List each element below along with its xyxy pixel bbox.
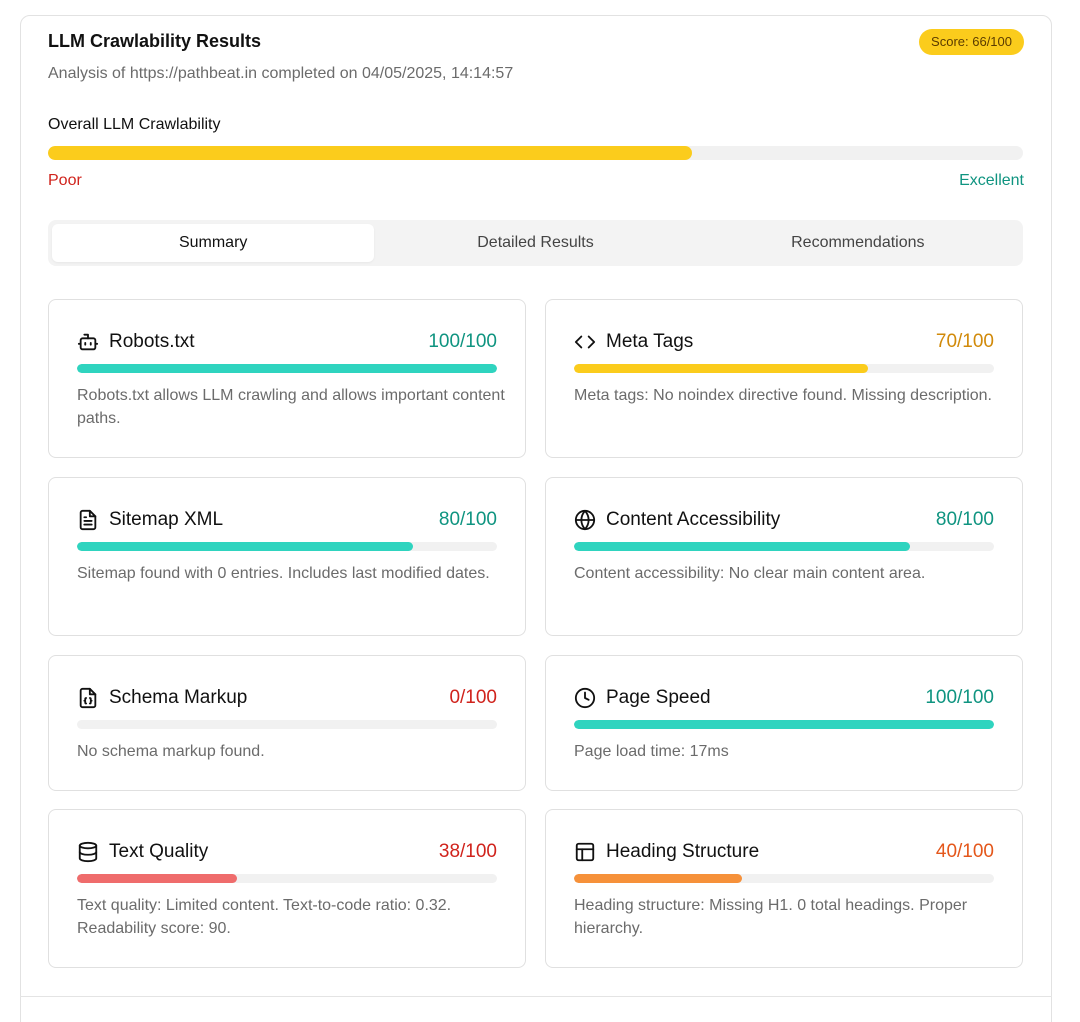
card-progress-track (574, 542, 994, 551)
card-title: Robots.txt (109, 331, 195, 352)
file-text-icon (77, 509, 99, 531)
card-content-accessibility: Content Accessibility 80/100 Content acc… (545, 477, 1023, 636)
card-progress-track (77, 364, 497, 373)
code-icon (574, 331, 596, 353)
card-text-quality: Text Quality 38/100 Text quality: Limite… (48, 809, 526, 968)
card-progress-fill (574, 720, 994, 729)
card-progress-fill (77, 542, 413, 551)
card-progress-fill (574, 874, 742, 883)
card-description: Text quality: Limited content. Text-to-c… (77, 897, 452, 937)
card-robots-txt: Robots.txt 100/100 Robots.txt allows LLM… (48, 299, 526, 458)
tab-detailed-results[interactable]: Detailed Results (477, 234, 594, 251)
card-score: 100/100 (925, 687, 994, 708)
card-progress-fill (574, 364, 868, 373)
card-progress-track (77, 874, 497, 883)
card-description: Heading structure: Missing H1. 0 total h… (574, 897, 968, 937)
card-title: Heading Structure (606, 841, 760, 862)
card-schema-markup: Schema Markup 0/100 No schema markup fou… (48, 655, 526, 791)
tab-summary[interactable]: Summary (52, 224, 375, 262)
score-badge: Score: 66/100 (919, 29, 1024, 55)
poor-label: Poor (48, 172, 82, 189)
card-progress-track (77, 542, 497, 551)
card-score: 38/100 (438, 841, 497, 862)
card-score: 0/100 (449, 687, 497, 708)
excellent-label: Excellent (959, 172, 1024, 189)
card-description: Meta tags: No noindex directive found. M… (574, 387, 992, 404)
card-description: Sitemap found with 0 entries. Includes l… (77, 565, 490, 582)
file-json-icon (77, 687, 99, 709)
card-score: 70/100 (935, 331, 994, 352)
card-score: 40/100 (935, 841, 994, 862)
card-progress-track (574, 720, 994, 729)
overall-progress-track (48, 146, 1023, 160)
card-score: 80/100 (935, 509, 994, 530)
card-title: Schema Markup (109, 687, 248, 708)
results-tabs: Summary Detailed Results Recommendations (48, 220, 1023, 266)
page-title: LLM Crawlability Results (48, 31, 262, 51)
database-icon (77, 841, 99, 863)
card-meta-tags: Meta Tags 70/100 Meta tags: No noindex d… (545, 299, 1023, 458)
card-score: 80/100 (438, 509, 497, 530)
card-description: Content accessibility: No clear main con… (574, 565, 926, 582)
card-description: Page load time: 17ms (574, 743, 729, 760)
card-title: Sitemap XML (109, 509, 224, 530)
results-content: LLM Crawlability Results Analysis of htt… (20, 0, 1052, 1022)
card-heading-structure: Heading Structure 40/100 Heading structu… (545, 809, 1023, 968)
card-progress-fill (77, 364, 497, 373)
analysis-subtitle: Analysis of https://pathbeat.in complete… (48, 65, 514, 82)
card-progress-track (574, 364, 994, 373)
card-sitemap-xml: Sitemap XML 80/100 Sitemap found with 0 … (48, 477, 526, 636)
robot-icon (77, 331, 99, 353)
overall-progress-fill (48, 146, 692, 160)
card-progress-track (574, 874, 994, 883)
card-page-speed: Page Speed 100/100 Page load time: 17ms (545, 655, 1023, 791)
card-title: Content Accessibility (606, 509, 781, 530)
globe-icon (574, 509, 596, 531)
card-title: Meta Tags (606, 331, 694, 352)
card-title: Text Quality (109, 841, 209, 862)
clock-icon (574, 687, 596, 709)
card-description: No schema markup found. (77, 743, 265, 760)
card-title: Page Speed (606, 687, 711, 708)
card-description: Robots.txt allows LLM crawling and allow… (77, 387, 505, 427)
overall-label: Overall LLM Crawlability (48, 116, 221, 133)
bottom-divider (20, 996, 1052, 997)
card-score: 100/100 (428, 331, 497, 352)
tab-recommendations[interactable]: Recommendations (791, 234, 925, 251)
card-progress-fill (574, 542, 910, 551)
layout-icon (574, 841, 596, 863)
card-progress-fill (77, 874, 237, 883)
card-progress-track (77, 720, 497, 729)
